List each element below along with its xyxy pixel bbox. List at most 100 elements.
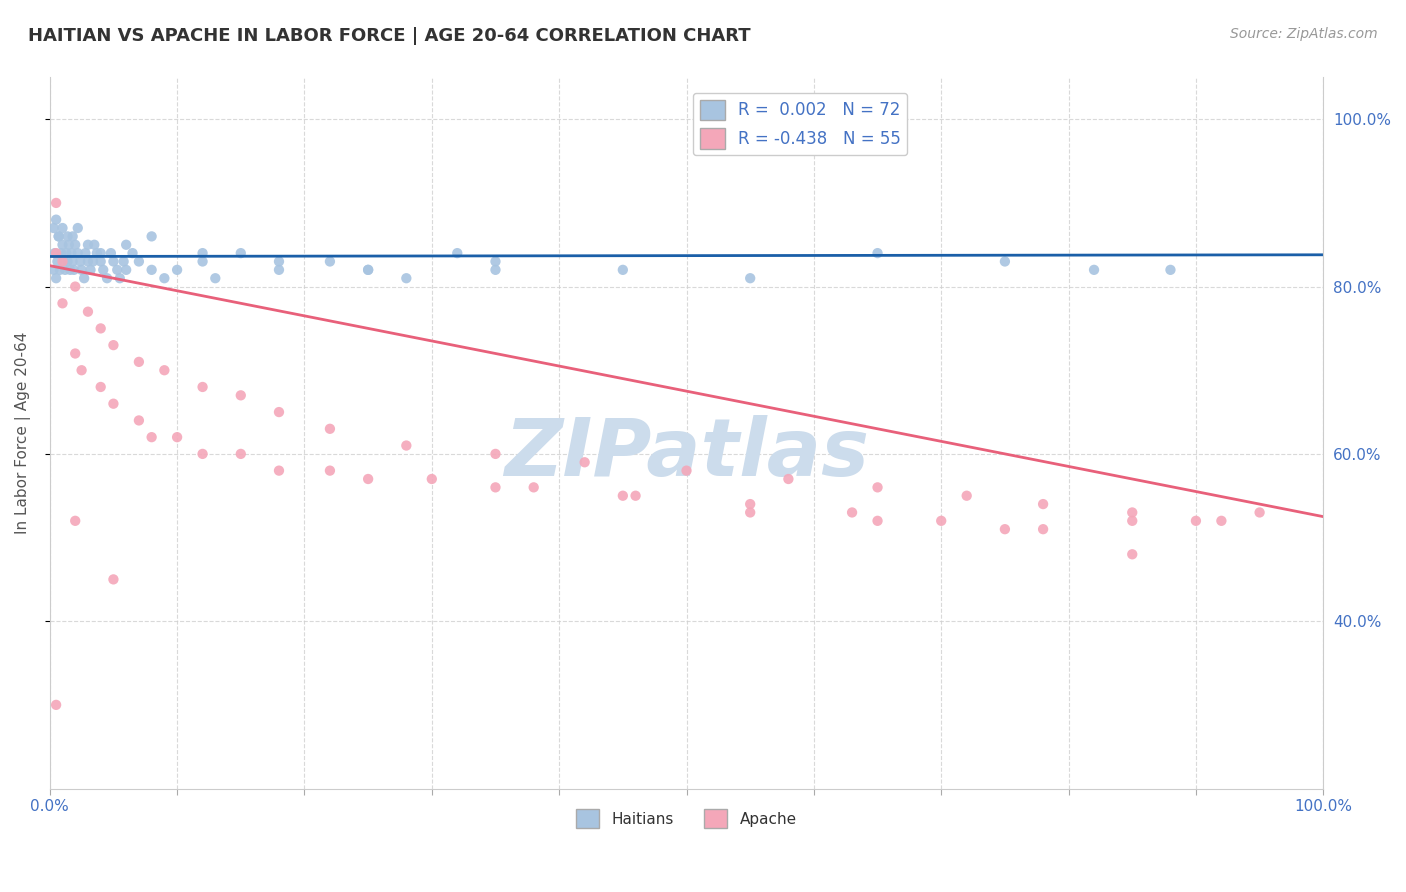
Point: [319, 254, 342, 268]
Point: [866, 480, 889, 494]
Point: [121, 246, 143, 260]
Point: [53, 263, 76, 277]
Point: [612, 263, 634, 277]
Point: [267, 405, 290, 419]
Point: [446, 246, 468, 260]
Point: [994, 522, 1017, 536]
Point: [55, 246, 77, 260]
Point: [675, 464, 697, 478]
Point: [51, 296, 73, 310]
Point: [56, 229, 79, 244]
Legend: Haitians, Apache: Haitians, Apache: [571, 804, 803, 834]
Point: [79, 263, 101, 277]
Point: [70, 363, 93, 377]
Point: [73, 271, 96, 285]
Point: [574, 455, 596, 469]
Point: [1032, 497, 1054, 511]
Point: [319, 464, 342, 478]
Point: [841, 506, 863, 520]
Point: [45, 698, 67, 712]
Point: [229, 246, 252, 260]
Point: [62, 229, 84, 244]
Point: [42, 263, 65, 277]
Point: [740, 506, 762, 520]
Point: [86, 246, 108, 260]
Point: [420, 472, 443, 486]
Point: [96, 271, 118, 285]
Point: [56, 254, 79, 268]
Point: [51, 237, 73, 252]
Point: [59, 263, 82, 277]
Point: [100, 246, 122, 260]
Point: [866, 246, 889, 260]
Point: [45, 212, 67, 227]
Point: [612, 489, 634, 503]
Point: [66, 246, 89, 260]
Point: [484, 254, 506, 268]
Point: [63, 514, 86, 528]
Point: [103, 254, 125, 268]
Point: [191, 447, 214, 461]
Point: [45, 195, 67, 210]
Point: [42, 221, 65, 235]
Point: [166, 430, 188, 444]
Point: [357, 263, 380, 277]
Point: [484, 447, 506, 461]
Point: [141, 430, 163, 444]
Text: HAITIAN VS APACHE IN LABOR FORCE | AGE 20-64 CORRELATION CHART: HAITIAN VS APACHE IN LABOR FORCE | AGE 2…: [28, 27, 751, 45]
Point: [1121, 506, 1143, 520]
Point: [103, 573, 125, 587]
Point: [62, 254, 84, 268]
Point: [204, 271, 226, 285]
Point: [51, 246, 73, 260]
Point: [48, 229, 70, 244]
Point: [108, 271, 131, 285]
Point: [83, 237, 105, 252]
Point: [115, 237, 138, 252]
Point: [1185, 514, 1208, 528]
Point: [1211, 514, 1233, 528]
Point: [267, 263, 290, 277]
Text: ZIPatlas: ZIPatlas: [503, 416, 869, 493]
Point: [929, 514, 952, 528]
Point: [267, 254, 290, 268]
Point: [91, 263, 114, 277]
Point: [191, 254, 214, 268]
Text: Source: ZipAtlas.com: Source: ZipAtlas.com: [1230, 27, 1378, 41]
Point: [52, 254, 75, 268]
Point: [63, 263, 86, 277]
Point: [191, 380, 214, 394]
Point: [357, 472, 380, 486]
Point: [1121, 547, 1143, 561]
Point: [66, 221, 89, 235]
Point: [740, 271, 762, 285]
Point: [70, 263, 93, 277]
Point: [77, 237, 100, 252]
Point: [319, 422, 342, 436]
Point: [90, 254, 112, 268]
Point: [166, 263, 188, 277]
Point: [229, 447, 252, 461]
Point: [46, 254, 69, 268]
Point: [69, 254, 91, 268]
Point: [1249, 506, 1271, 520]
Point: [128, 355, 150, 369]
Point: [523, 480, 546, 494]
Point: [103, 397, 125, 411]
Point: [153, 271, 176, 285]
Point: [357, 263, 380, 277]
Point: [994, 254, 1017, 268]
Point: [105, 263, 128, 277]
Point: [778, 472, 800, 486]
Point: [141, 263, 163, 277]
Point: [90, 246, 112, 260]
Point: [90, 321, 112, 335]
Point: [63, 346, 86, 360]
Point: [44, 246, 66, 260]
Point: [141, 229, 163, 244]
Point: [112, 254, 135, 268]
Point: [1032, 522, 1054, 536]
Point: [191, 246, 214, 260]
Point: [77, 254, 100, 268]
Point: [51, 254, 73, 268]
